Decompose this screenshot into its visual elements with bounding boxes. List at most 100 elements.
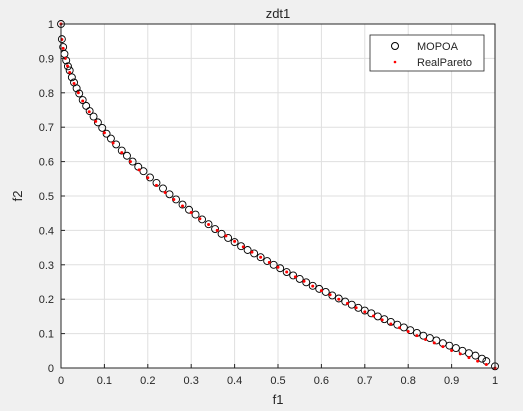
mopoa-point (243, 246, 252, 254)
x-tick-label: 0.8 (401, 375, 416, 387)
mopoa-point (308, 281, 317, 290)
x-tick-label: 1 (492, 375, 498, 387)
mopoa-point (178, 200, 187, 209)
realpareto-point (81, 99, 85, 103)
mopoa-point (211, 225, 220, 233)
realpareto-point (233, 239, 237, 243)
mopoa-point (78, 96, 87, 104)
realpareto-point (94, 119, 98, 123)
mopoa-point (191, 210, 200, 219)
x-tick-label: 0.7 (357, 375, 372, 387)
realpareto-point (432, 341, 436, 345)
x-tick-label: 0.5 (270, 375, 285, 387)
mopoa-point (57, 35, 66, 44)
y-axis-label: f2 (10, 191, 25, 202)
legend-box (369, 34, 485, 72)
realpareto-point (120, 151, 124, 155)
mopoa-point (393, 320, 402, 329)
realpareto-point (424, 337, 428, 341)
y-tick-label: 0.8 (39, 88, 54, 100)
x-tick-label: 0.6 (314, 375, 329, 387)
realpareto-point (380, 318, 384, 322)
mopoa-point (139, 167, 148, 176)
mopoa-point (67, 73, 76, 82)
realpareto-point (146, 176, 150, 180)
mopoa-point (102, 129, 111, 138)
mopoa-point (72, 84, 81, 93)
realpareto-point (363, 310, 367, 314)
realpareto-point (87, 110, 91, 114)
y-tick-label: 0.1 (39, 329, 54, 341)
realpareto-point (198, 217, 202, 221)
realpareto-point (293, 275, 297, 279)
mopoa-point (269, 260, 278, 269)
x-tick-label: 0.9 (444, 375, 459, 387)
realpareto-point (102, 131, 106, 135)
y-tick-label: 0.2 (39, 294, 54, 306)
mopoa-point (451, 344, 460, 352)
realpareto-point (450, 348, 454, 352)
realpareto-point (276, 265, 280, 269)
series-realpareto (59, 22, 497, 370)
realpareto-point (259, 255, 263, 259)
mopoa-point (106, 134, 115, 143)
x-tick-label: 0.2 (140, 375, 155, 387)
mopoa-point (282, 268, 291, 276)
y-tick-label: 0.4 (39, 225, 54, 237)
y-tick-label: 0 (48, 363, 54, 375)
realpareto-point (337, 297, 341, 301)
mopoa-point (432, 336, 441, 345)
realpareto-point (72, 82, 76, 86)
mopoa-point (204, 220, 213, 229)
mopoa-point (276, 264, 285, 273)
realpareto-point (207, 223, 211, 227)
y-tick-label: 0.5 (39, 191, 54, 203)
mopoa-point (302, 278, 311, 287)
x-tick-label: 0.3 (184, 375, 199, 387)
mopoa-point (93, 118, 102, 127)
realpareto-point (458, 352, 462, 356)
legend-marker-realpareto (393, 60, 397, 64)
realpareto-point (441, 345, 445, 349)
realpareto-point (224, 234, 228, 238)
realpareto-point (241, 245, 245, 249)
mopoa-point (89, 112, 98, 121)
realpareto-point (215, 228, 219, 232)
realpareto-point (128, 160, 132, 164)
chart-title: zdt1 (266, 6, 291, 21)
realpareto-point (68, 71, 72, 75)
mopoa-point (406, 326, 415, 335)
mopoa-point (85, 107, 94, 115)
y-tick-label: 0.6 (39, 157, 54, 169)
realpareto-point (302, 279, 306, 283)
realpareto-point (111, 141, 115, 145)
y-tick-label: 0.3 (39, 260, 54, 272)
x-axis-label: f1 (273, 392, 284, 407)
x-tick-label: 0.4 (227, 375, 242, 387)
y-tick-label: 0.7 (39, 122, 54, 134)
mopoa-point (159, 184, 167, 193)
realpareto-point (76, 91, 80, 95)
mopoa-point (224, 234, 233, 242)
realpareto-point (354, 306, 358, 310)
mopoa-point (360, 306, 369, 315)
legend-marker-mopoa (391, 42, 399, 50)
mopoa-point (62, 56, 71, 65)
mopoa-point (230, 238, 239, 247)
mopoa-point (341, 297, 350, 306)
legend[interactable]: MOPOA RealPareto (369, 34, 485, 72)
x-tick-label: 0 (58, 375, 64, 387)
mopoa-point (75, 89, 84, 98)
realpareto-point (415, 334, 419, 338)
mopoa-point (250, 249, 259, 258)
realpareto-point (484, 363, 488, 367)
realpareto-point (328, 293, 332, 297)
realpareto-point (154, 183, 158, 187)
realpareto-point (181, 204, 185, 208)
realpareto-point (285, 270, 289, 274)
y-tick-label: 0.9 (39, 53, 54, 65)
realpareto-point (345, 301, 349, 305)
realpareto-point (61, 46, 65, 50)
realpareto-point (163, 191, 167, 195)
